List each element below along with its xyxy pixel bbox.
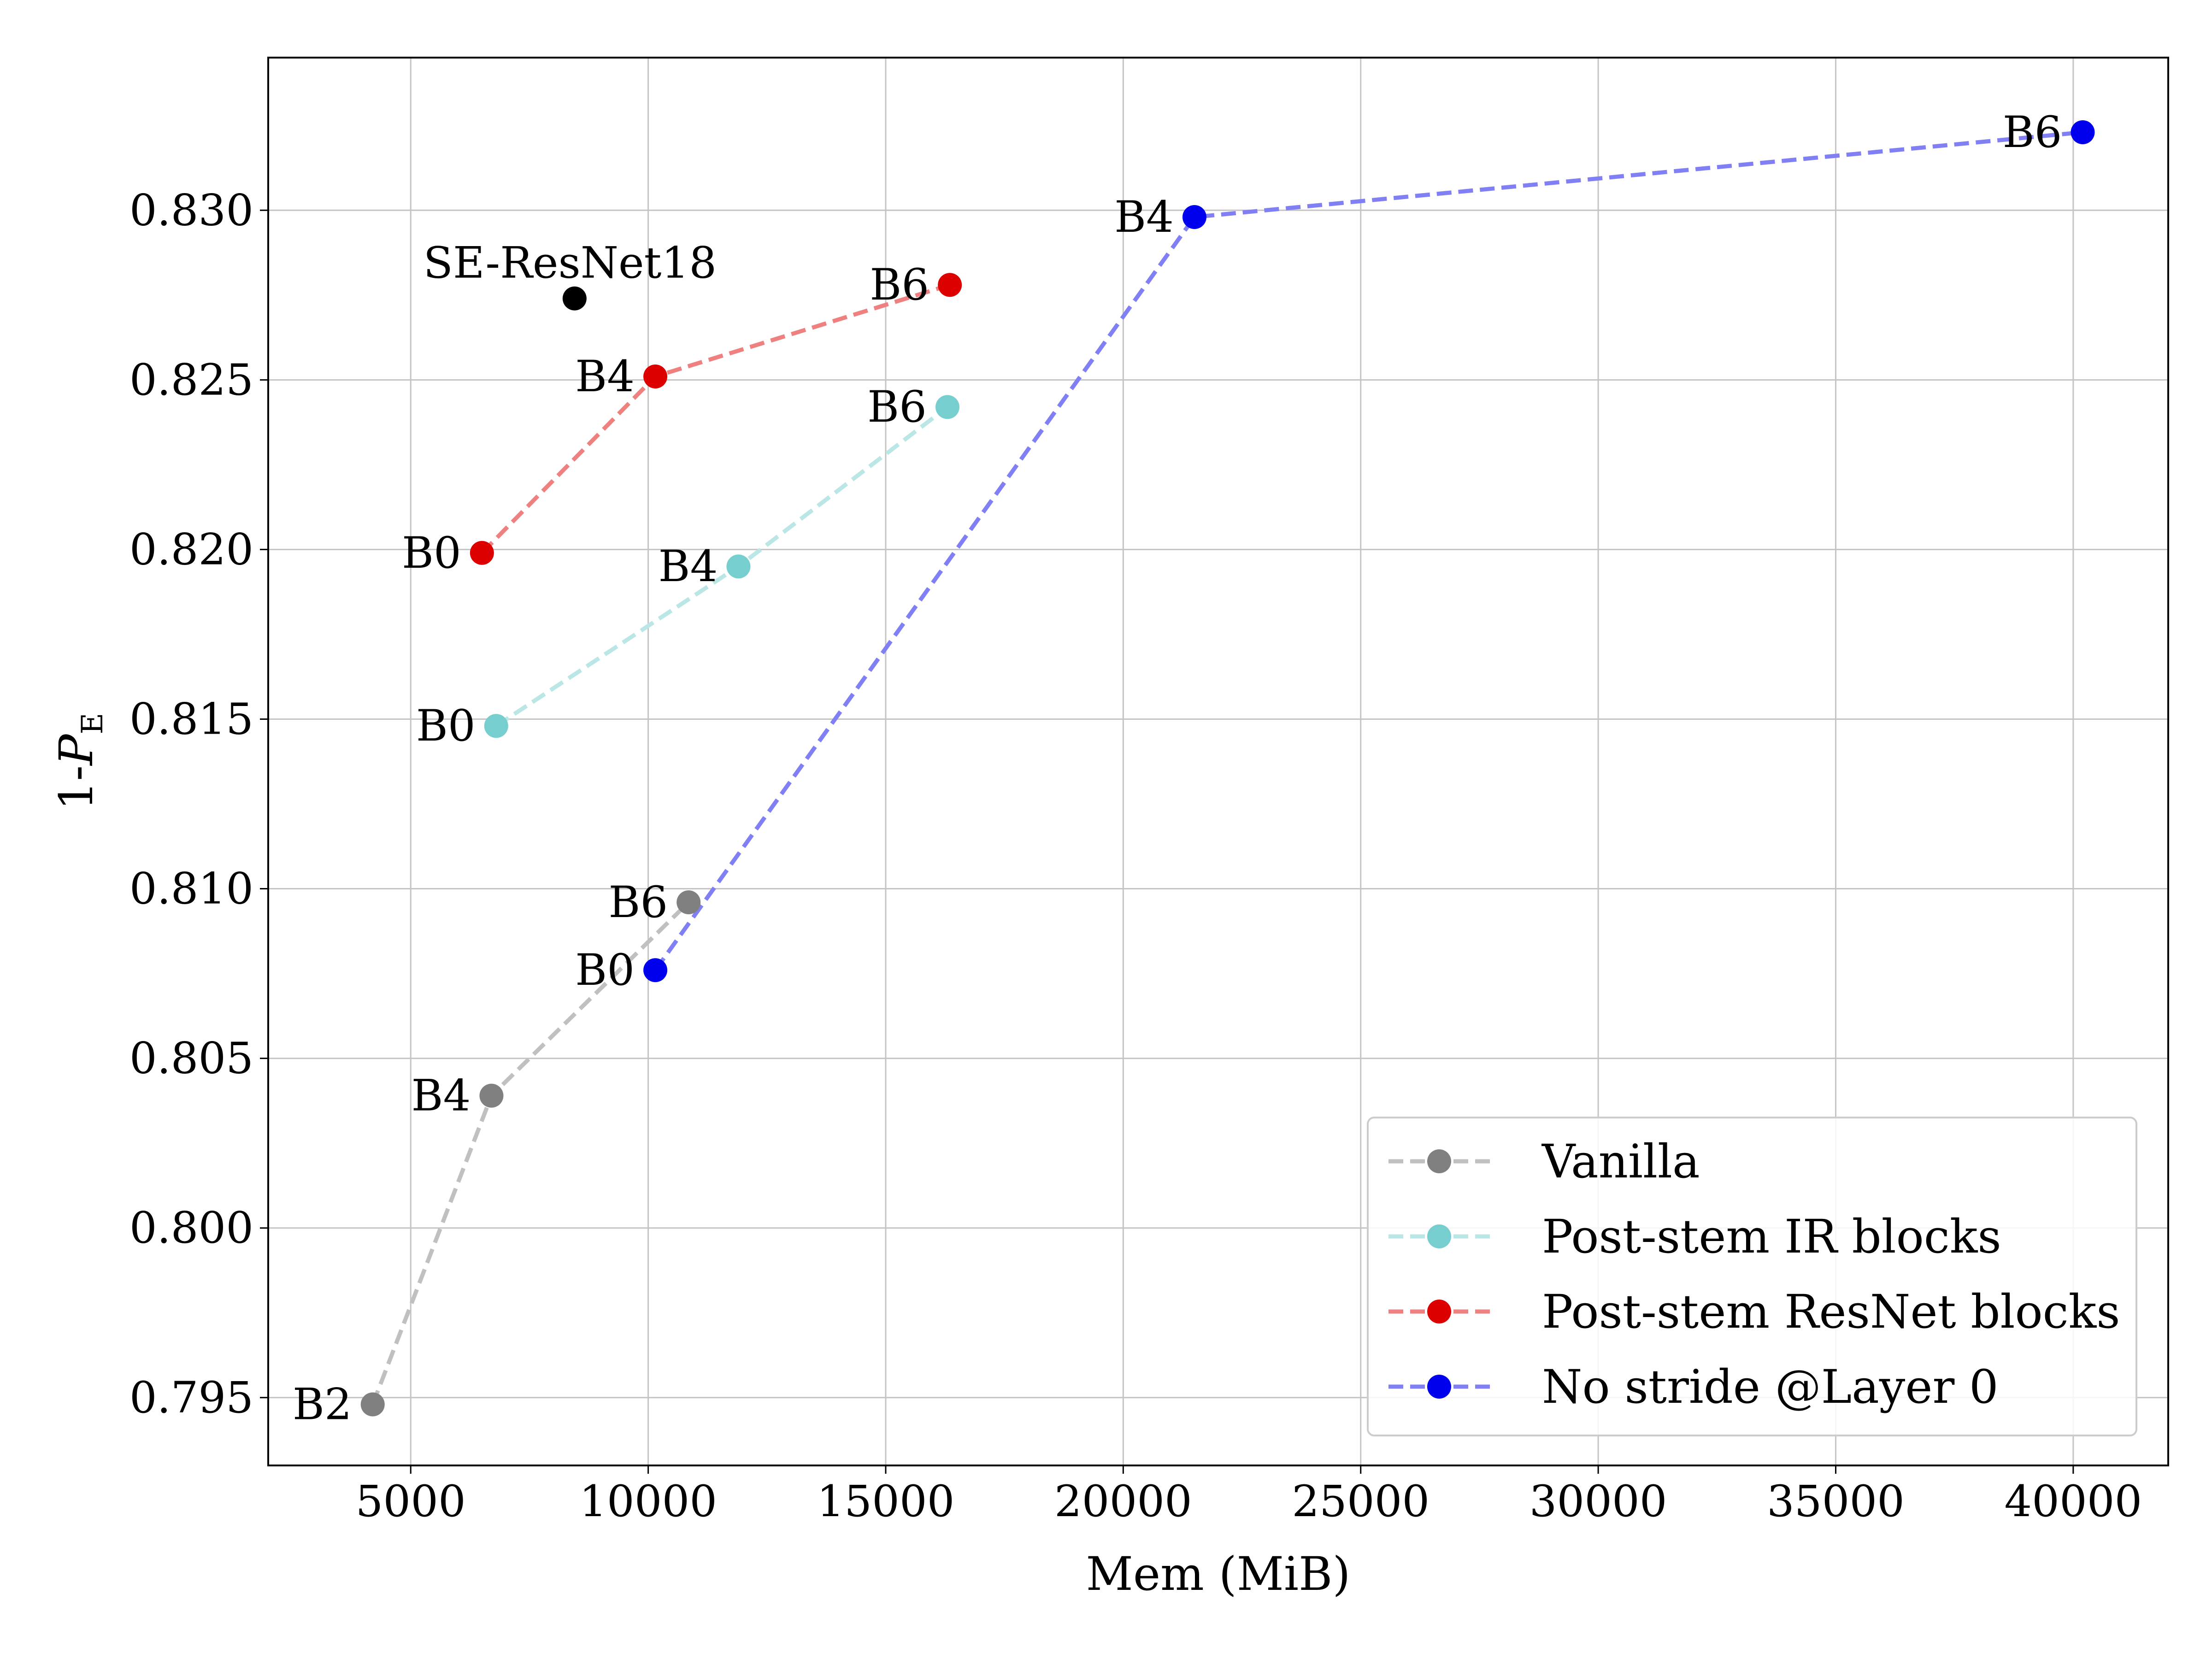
point-label: B0	[416, 701, 476, 751]
legend: Vanilla Post-stem IR blocks Post-stem ResN…	[1367, 1117, 2137, 1436]
point-label: B0	[575, 945, 635, 995]
x-tick-label: 35000	[1767, 1477, 1905, 1527]
legend-marker	[1427, 1224, 1451, 1248]
data-point	[484, 714, 508, 738]
point-label: B0	[402, 528, 461, 578]
data-point	[935, 395, 959, 419]
plot-frame	[267, 57, 2169, 1466]
data-point	[643, 364, 668, 388]
legend-label: Post-stem ResNet blocks	[1542, 1285, 2120, 1339]
y-tick-label: 0.830	[129, 185, 253, 235]
point-label: B2	[293, 1379, 352, 1430]
data-point	[677, 890, 701, 914]
x-tick-label: 20000	[1054, 1477, 1192, 1527]
x-tick-label: 25000	[1292, 1477, 1430, 1527]
y-axis-title: 1-PE	[49, 713, 110, 810]
y-axis-title-var: P	[49, 734, 103, 766]
point-label: B4	[575, 352, 635, 402]
x-tick-label: 10000	[579, 1477, 717, 1527]
annotation-label: SE-ResNet18	[424, 238, 717, 288]
data-point	[726, 554, 751, 579]
y-tick-label: 0.810	[129, 864, 253, 914]
y-tick-label: 0.825	[129, 355, 253, 405]
data-point	[2071, 120, 2095, 144]
y-tick-label: 0.795	[129, 1373, 253, 1423]
x-axis-ticks: 5000 10000 15000 20000 25000 30000 35000 40000	[356, 1465, 2142, 1527]
point-label: B6	[2003, 107, 2062, 158]
x-tick-label: 30000	[1530, 1477, 1667, 1527]
legend-label: No stride @Layer 0	[1542, 1360, 1999, 1414]
y-axis-ticks: 0.795 0.800 0.805 0.810 0.815 0.820 0.825 0.830	[129, 185, 268, 1423]
y-tick-label: 0.820	[129, 524, 253, 575]
y-tick-label: 0.805	[129, 1034, 253, 1084]
x-tick-label: 40000	[2004, 1477, 2142, 1527]
x-axis-title: Mem (MiB)	[1086, 1547, 1350, 1601]
y-tick-label: 0.800	[129, 1203, 253, 1253]
annotation-point	[562, 286, 587, 311]
legend-box	[1367, 1117, 2137, 1436]
y-tick-label: 0.815	[129, 694, 253, 744]
data-point	[643, 958, 668, 982]
point-label: B6	[867, 382, 927, 432]
point-label: B4	[1114, 192, 1174, 242]
data-point	[479, 1083, 504, 1108]
legend-marker	[1427, 1149, 1451, 1173]
data-point	[360, 1392, 385, 1417]
legend-label: Vanilla	[1541, 1135, 1700, 1188]
point-label: B6	[870, 260, 929, 310]
series-line-3	[653, 130, 2083, 971]
point-label: B6	[608, 877, 668, 928]
legend-marker	[1427, 1300, 1451, 1324]
point-labels: B2 B4 B6 B0 B4 B6 B0 B4 B6 B0 B4 B6 SE-ResNet18	[293, 107, 2062, 1430]
point-label: B4	[412, 1071, 471, 1121]
y-axis-title-prefix: 1-	[49, 765, 103, 810]
y-axis-title-sub: E	[76, 713, 110, 735]
data-point	[938, 273, 962, 297]
series-points	[360, 120, 2095, 1417]
legend-marker	[1427, 1375, 1451, 1399]
point-label: B4	[659, 541, 718, 592]
x-tick-label: 15000	[817, 1477, 954, 1527]
legend-label: Post-stem IR blocks	[1542, 1210, 2001, 1264]
data-point	[1182, 205, 1206, 229]
data-point	[470, 541, 494, 565]
x-tick-label: 5000	[356, 1477, 466, 1527]
